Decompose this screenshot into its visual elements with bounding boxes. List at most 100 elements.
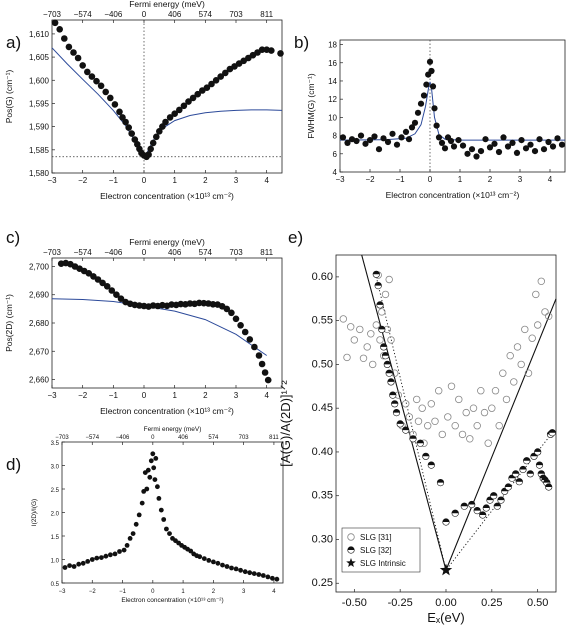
data-point	[433, 122, 440, 129]
data-point	[417, 100, 425, 107]
data-point-slg32	[396, 420, 404, 428]
data-point-slg31	[378, 308, 386, 316]
x-tick-label: 1	[172, 391, 177, 400]
marker-fill	[536, 461, 543, 466]
panel-e: -0.50 -0.25 0.00 0.25 0.50 0.25 0.30 0.35 0.40 0.…	[278, 228, 557, 625]
data-point	[228, 309, 235, 317]
x-tick-label: 1	[181, 589, 185, 595]
data-point	[223, 305, 231, 313]
panel-c: −3 −2 −1 0 1 2 3 4 2,660 2,670 2,680 2,690 2,700 −703…	[4, 228, 283, 416]
x-tick-label: 2	[203, 176, 208, 185]
data-point	[558, 141, 566, 148]
data-point	[149, 139, 157, 147]
data-point	[130, 531, 136, 536]
data-point-slg31	[387, 336, 395, 344]
data-point	[128, 130, 135, 137]
marker-fill	[512, 470, 519, 474]
x-axis-label: Electron concentration (×10¹³ cm⁻²)	[100, 191, 234, 201]
y-tick-label: 14	[328, 77, 337, 86]
top-tick-label: 406	[178, 435, 189, 441]
data-point	[145, 467, 151, 473]
data-point	[167, 531, 172, 536]
data-point	[122, 118, 129, 126]
y-tick-label: 0.50	[312, 358, 333, 370]
x-tick-label: 4	[548, 175, 553, 184]
marker-fill	[427, 461, 435, 466]
data-point-slg31	[495, 422, 503, 430]
x-tick-label: −2	[89, 589, 97, 595]
x-axis-label: Electron concentration (×10¹³ cm⁻²)	[386, 190, 520, 200]
marker-fill	[378, 326, 386, 330]
data-point	[500, 134, 507, 141]
data-point	[162, 118, 169, 126]
data-point	[107, 94, 114, 102]
marker-fill	[376, 301, 384, 305]
data-point	[522, 145, 530, 152]
data-point-slg31	[532, 290, 540, 299]
data-point	[242, 569, 248, 575]
data-point	[251, 343, 258, 351]
x-tick-label: 0.25	[481, 597, 502, 609]
x-tick-label: −3	[335, 175, 345, 184]
data-point-slg31	[528, 334, 536, 342]
data-point	[117, 295, 125, 303]
x-tick-label: 0.00	[435, 597, 456, 609]
data-point-slg32	[378, 325, 386, 334]
data-point	[402, 128, 410, 135]
plot-frame	[51, 257, 283, 389]
data-point	[145, 151, 152, 158]
data-point	[238, 567, 244, 573]
data-point	[197, 554, 203, 560]
data-point-slg32	[402, 426, 410, 434]
data-point-slg31	[356, 325, 364, 334]
data-point-slg31	[414, 417, 423, 425]
data-point-slg31	[424, 422, 432, 430]
data-point	[468, 146, 476, 153]
data-point-slg32	[383, 360, 391, 369]
data-point-intrinsic	[439, 563, 453, 576]
marker-fill	[505, 483, 512, 487]
data-point-slg31	[473, 422, 481, 430]
marker-fill	[417, 439, 424, 444]
data-point	[414, 109, 422, 116]
data-point	[389, 130, 396, 137]
marker-fill	[545, 483, 552, 487]
x-tick-label: 0	[428, 175, 433, 184]
data-point	[441, 145, 449, 152]
data-point	[188, 548, 194, 554]
data-point	[258, 360, 266, 368]
data-point	[153, 133, 160, 141]
data-point-slg32	[385, 369, 393, 377]
data-point	[93, 77, 100, 85]
top-tick-label: −406	[104, 248, 123, 257]
data-point-slg31	[477, 387, 485, 395]
data-point	[85, 559, 91, 564]
y-axis-label: [A(G)/A(2D)]¹ᐟ²	[278, 380, 293, 467]
x-tick-label: 3	[242, 589, 246, 595]
data-point	[486, 144, 494, 151]
y-tick-label: 6	[333, 150, 338, 159]
data-point	[509, 139, 516, 146]
data-point	[201, 556, 207, 561]
top-tick-label: 703	[229, 248, 243, 257]
data-point-slg31	[451, 422, 459, 430]
marker-fill	[437, 479, 444, 483]
data-point	[206, 558, 212, 563]
data-point-slg31	[458, 430, 467, 439]
data-point-slg31	[534, 321, 542, 329]
y-tick-label: 0.45	[312, 402, 333, 414]
data-point-slg32	[493, 502, 501, 510]
top-axis-title: Fermi energy (meV)	[129, 237, 205, 247]
data-point-slg31	[369, 360, 377, 369]
data-point	[217, 73, 224, 80]
data-point	[103, 553, 109, 559]
data-point	[127, 536, 133, 541]
marker-fill	[494, 502, 501, 507]
y-tick-label: 18	[328, 41, 337, 50]
marker-fill	[523, 457, 530, 461]
y-tick-label: 1,605	[29, 53, 50, 62]
data-point	[89, 557, 95, 562]
data-point-slg32	[422, 452, 430, 460]
data-point	[139, 500, 145, 506]
data-point-slg31	[488, 404, 496, 412]
